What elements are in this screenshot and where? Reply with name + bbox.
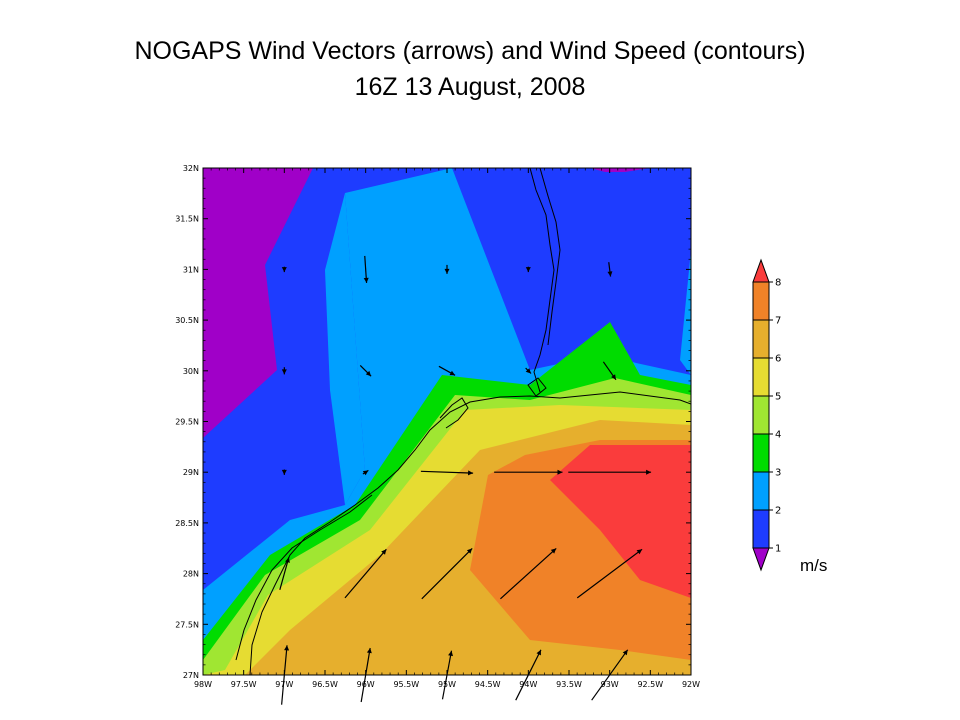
coastline-lines <box>235 168 691 675</box>
colorbar-segment <box>752 471 770 511</box>
units-label: m/s <box>800 556 828 575</box>
band-purple-top-right <box>590 168 650 172</box>
x-tick-label: 92.5W <box>637 680 663 689</box>
x-tick-label: 97W <box>275 680 293 689</box>
barrier-island <box>235 494 373 661</box>
wind-arrow-head <box>281 369 287 375</box>
x-tick-label: 93W <box>601 680 619 689</box>
y-tick-label: 32N <box>183 164 199 173</box>
y-tick-label: 27N <box>183 671 199 680</box>
band-above-8 <box>550 445 691 598</box>
sabine-river-branch <box>539 168 561 346</box>
wind-arrow-shaft <box>576 548 643 599</box>
wind-arrow-head <box>466 548 473 554</box>
colorbar-tick-label: 2 <box>775 506 781 517</box>
y-tick-label: 27.5N <box>175 620 199 629</box>
colorbar-tick-label: 5 <box>775 392 781 403</box>
wind-arrow-head <box>525 368 531 374</box>
colorbar-segment <box>752 433 770 473</box>
wind-speed-contours <box>203 168 691 675</box>
colorbar-tick-label: 1 <box>775 544 781 555</box>
x-tick-label: 94.5W <box>475 680 501 689</box>
wind-arrow-head <box>363 277 369 283</box>
y-tick-label: 29N <box>183 468 199 477</box>
wind-arrow-head <box>281 267 287 273</box>
y-tick-label: 31.5N <box>175 215 199 224</box>
wind-arrow-head <box>365 370 372 377</box>
colorbar-segment <box>752 395 770 435</box>
chart-title: NOGAPS Wind Vectors (arrows) and Wind Sp… <box>0 33 940 105</box>
x-tick-label: 95.5W <box>393 680 419 689</box>
colorbar-tick-label: 7 <box>775 316 781 327</box>
wind-arrow-shaft <box>421 547 473 600</box>
wind-arrow-head <box>550 548 557 554</box>
wind-arrow-shaft <box>500 547 557 600</box>
colorbar-segment <box>752 319 770 359</box>
wind-arrow-head <box>611 374 616 380</box>
colorbar-tick-label: 3 <box>775 468 781 479</box>
colorbar-tick-label: 6 <box>775 354 781 365</box>
wind-arrow-head <box>468 470 474 476</box>
y-tick-label: 31N <box>183 265 199 274</box>
galveston-bay <box>439 397 469 429</box>
gulf-coastline <box>249 391 691 675</box>
wind-arrow-shaft <box>420 470 474 474</box>
x-tick-label: 96.5W <box>312 680 338 689</box>
y-tick-label: 28.5N <box>175 519 199 528</box>
x-tick-label: 98W <box>194 680 212 689</box>
wind-arrow-head <box>366 648 372 654</box>
wind-arrow-head <box>536 649 541 656</box>
wind-arrow-head <box>284 645 290 651</box>
wind-arrow-head <box>622 649 628 656</box>
x-tick-label: 92W <box>682 680 700 689</box>
wind-arrow-head <box>362 470 369 476</box>
band-below-1 <box>203 168 313 438</box>
band-2-3-east <box>680 250 691 375</box>
sabine-lake <box>527 377 547 397</box>
x-tick-label: 96W <box>357 680 375 689</box>
colorbar-tick-label: 4 <box>775 430 781 441</box>
wind-arrow-head <box>444 268 450 274</box>
wind-arrow-shaft <box>344 548 387 599</box>
y-axis: 27N 27.5N 28N 28.5N 29N 29.5N 30N 30.5N 31N 31.5N… <box>175 164 691 680</box>
y-tick-label: 30N <box>183 367 199 376</box>
wind-arrow-head <box>557 469 563 475</box>
colorbar-segment <box>752 357 770 397</box>
wind-arrow-shaft <box>279 557 290 590</box>
colorbar-tick-label: 8 <box>775 278 781 289</box>
colorbar: 1 2 3 4 5 6 7 8 <box>752 258 781 572</box>
wind-arrow-head <box>381 549 387 555</box>
title-line-2: 16Z 13 August, 2008 <box>354 73 586 101</box>
sabine-river <box>529 168 555 393</box>
wind-arrow-head <box>646 469 652 475</box>
wind-arrow-head <box>525 267 531 273</box>
y-tick-label: 30.5N <box>175 316 199 325</box>
title-line-1: NOGAPS Wind Vectors (arrows) and Wind Sp… <box>134 37 806 65</box>
wind-arrow-head <box>607 271 613 277</box>
colorbar-high-end <box>752 258 770 283</box>
x-axis: 98W 97.5W 97W 96.5W 96W 95.5W 95W 94.5W 94W 93.5W… <box>194 168 700 689</box>
x-tick-label: 93.5W <box>556 680 582 689</box>
wind-arrow-head <box>281 469 287 475</box>
x-tick-label: 95W <box>438 680 456 689</box>
wind-arrow-head <box>449 370 456 376</box>
colorbar-segment <box>752 281 770 321</box>
band-2-3-west <box>325 193 365 505</box>
colorbar-low-end <box>752 547 770 572</box>
colorbar-segment <box>752 509 770 549</box>
y-tick-label: 28N <box>183 570 199 579</box>
x-tick-label: 97.5W <box>231 680 257 689</box>
x-tick-label: 94W <box>519 680 537 689</box>
wind-arrow-head <box>285 557 290 563</box>
y-tick-label: 29.5N <box>175 418 199 427</box>
wind-arrow-head <box>636 549 643 555</box>
wind-arrow-head <box>448 650 453 657</box>
wind-vectors <box>279 255 652 705</box>
